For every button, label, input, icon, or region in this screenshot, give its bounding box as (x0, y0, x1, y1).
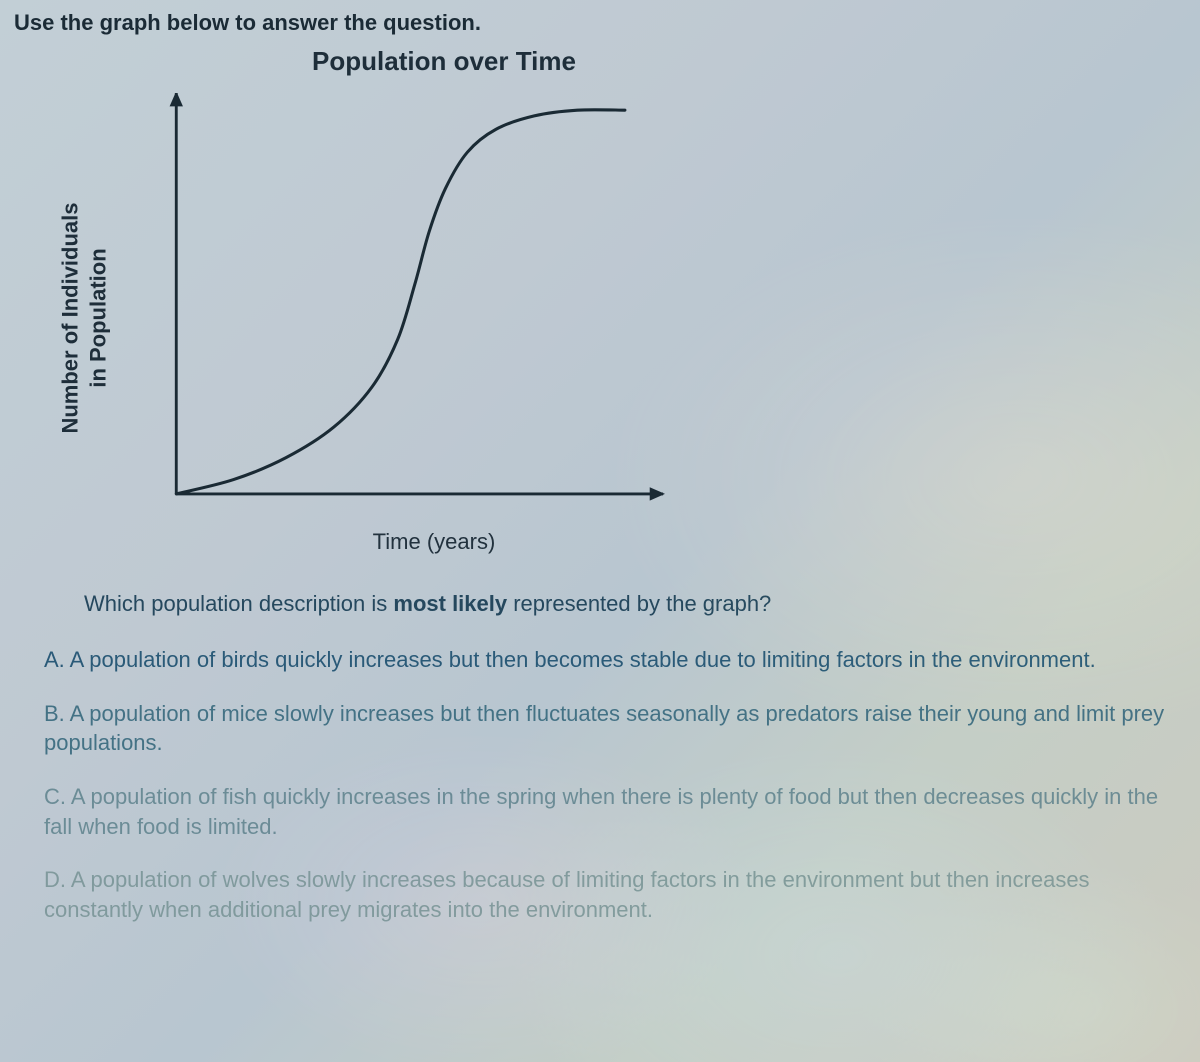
question-text: Which population description is most lik… (84, 591, 1166, 617)
option-c[interactable]: C. A population of fish quickly increase… (44, 782, 1166, 841)
chart-area: Number of Individuals in Population Time… (34, 83, 734, 553)
y-axis-label-line1: Number of Individuals (58, 202, 83, 433)
question-suffix: represented by the graph? (507, 591, 771, 616)
axes (170, 93, 665, 501)
instruction-text: Use the graph below to answer the questi… (14, 10, 1186, 36)
logistic-curve-plot (164, 93, 704, 513)
chart-block: Population over Time Number of Individua… (34, 46, 734, 553)
question-prefix: Which population description is (84, 591, 393, 616)
option-d[interactable]: D. A population of wolves slowly increas… (44, 865, 1166, 924)
question-bold: most likely (393, 591, 507, 616)
x-axis-label: Time (years) (164, 529, 704, 555)
x-axis-arrow-icon (650, 487, 665, 500)
logistic-curve (176, 110, 625, 494)
question-block: Which population description is most lik… (44, 591, 1186, 925)
chart-title: Population over Time (154, 46, 734, 77)
y-axis-arrow-icon (170, 93, 183, 106)
y-axis-label-line2: in Population (84, 202, 112, 433)
worksheet-page: Use the graph below to answer the questi… (0, 0, 1200, 1062)
option-b[interactable]: B. A population of mice slowly increases… (44, 699, 1166, 758)
option-a[interactable]: A. A population of birds quickly increas… (44, 645, 1166, 675)
y-axis-label: Number of Individuals in Population (57, 202, 112, 433)
